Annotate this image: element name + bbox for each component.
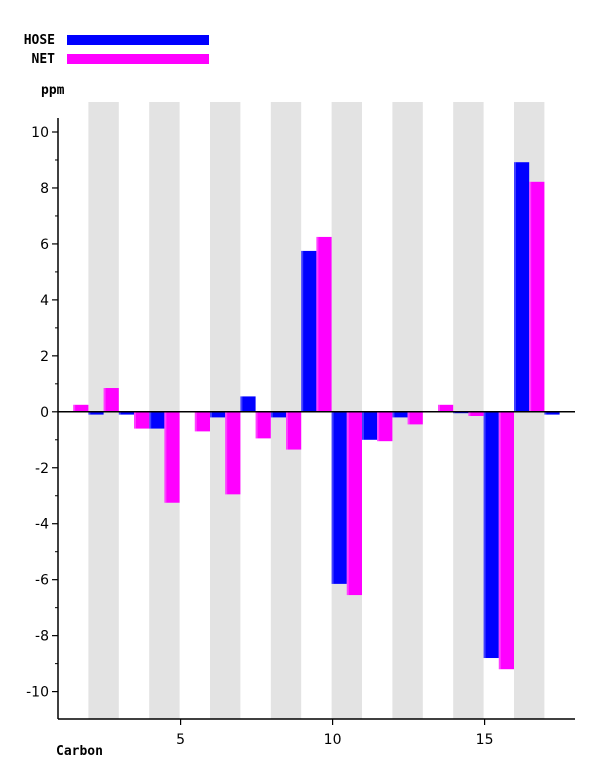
y-tick-label--6: -6 — [35, 573, 49, 589]
x-tick-label-5: 5 — [176, 732, 185, 748]
legend-swatch-net — [67, 54, 209, 64]
bar-hose-12 — [392, 411, 408, 418]
bar-shade-net-10 — [346, 411, 349, 596]
bar-hose-16 — [514, 162, 530, 412]
bar-hose-9 — [301, 250, 317, 412]
y-tick-label-6: 6 — [40, 237, 49, 253]
x-tick-label-10: 10 — [324, 732, 342, 748]
bar-net-10 — [346, 411, 362, 596]
bar-shade-net-12 — [407, 411, 410, 425]
bar-net-12 — [407, 411, 423, 425]
bar-shade-net-9 — [316, 236, 319, 412]
y-tick-label-0: 0 — [40, 405, 49, 421]
bar-shade-hose-16 — [514, 162, 516, 412]
bar-shade-hose-11 — [362, 411, 364, 440]
bar-shade-hose-8 — [270, 411, 273, 418]
bar-net-9 — [316, 236, 332, 412]
bar-hose-10 — [331, 411, 347, 584]
bar-shade-net-15 — [498, 411, 501, 670]
bar-shade-net-11 — [377, 411, 380, 442]
bar-hose-15 — [483, 411, 499, 659]
y-tick-label--2: -2 — [35, 461, 49, 477]
bar-net-3 — [134, 411, 150, 429]
y-tick-label--4: -4 — [35, 517, 49, 533]
background-band — [453, 102, 484, 719]
bar-shade-net-6 — [225, 411, 228, 495]
bar-net-2 — [103, 388, 119, 412]
bar-shade-hose-9 — [301, 250, 304, 412]
bar-shade-net-14 — [468, 411, 471, 416]
bar-shade-net-2 — [103, 388, 106, 412]
bar-shade-hose-4 — [149, 411, 152, 429]
bar-shade-net-7 — [255, 411, 258, 439]
bar-net-7 — [255, 411, 271, 439]
bar-net-15 — [498, 411, 514, 670]
legend-label-net: NET — [31, 52, 55, 67]
bar-net-5 — [194, 411, 210, 432]
bar-shade-net-8 — [286, 411, 288, 450]
background-band — [149, 102, 180, 719]
x-tick-label-15: 15 — [476, 732, 494, 748]
bar-shade-net-1 — [73, 404, 76, 412]
bar-net-13 — [438, 404, 454, 412]
background-band — [331, 102, 362, 719]
bar-shade-hose-2 — [88, 411, 91, 415]
y-tick-label-2: 2 — [40, 349, 49, 365]
bar-shade-net-16 — [529, 181, 532, 412]
y-tick-label--8: -8 — [35, 629, 49, 645]
bar-net-11 — [377, 411, 393, 442]
bar-shade-net-3 — [134, 411, 136, 429]
legend-swatch-hose — [67, 35, 209, 45]
y-axis-title: ppm — [41, 83, 65, 98]
bar-shade-net-13 — [438, 404, 440, 412]
background-band — [270, 102, 302, 719]
bar-net-16 — [529, 181, 545, 412]
y-tick-label-4: 4 — [40, 293, 49, 309]
bar-shade-hose-7 — [240, 396, 243, 412]
bar-net-6 — [225, 411, 241, 495]
bar-shade-net-5 — [194, 411, 197, 432]
bar-shade-hose-17 — [544, 411, 547, 415]
background-band — [392, 102, 423, 719]
bar-hose-6 — [210, 411, 226, 418]
x-axis-title: Carbon — [56, 744, 103, 759]
bar-hose-7 — [240, 396, 256, 412]
y-tick-label-8: 8 — [40, 181, 49, 197]
y-tick-label-10: 10 — [31, 125, 49, 141]
legend-label-hose: HOSE — [23, 33, 55, 48]
bar-hose-8 — [270, 411, 286, 418]
bar-shade-hose-15 — [483, 411, 486, 659]
y-tick-label--10: -10 — [26, 685, 49, 701]
bar-hose-4 — [149, 411, 165, 429]
bar-hose-17 — [544, 411, 560, 415]
bar-net-14 — [468, 411, 484, 416]
background-band — [210, 102, 241, 719]
bar-shade-net-4 — [164, 411, 167, 503]
bar-hose-2 — [88, 411, 104, 415]
bar-net-8 — [286, 411, 302, 450]
bar-shade-hose-6 — [210, 411, 212, 418]
bar-hose-3 — [118, 411, 134, 415]
bar-hose-11 — [362, 411, 378, 440]
bar-net-4 — [164, 411, 180, 503]
bar-net-1 — [73, 404, 89, 412]
bar-shade-hose-10 — [331, 411, 334, 584]
bar-shade-hose-12 — [392, 411, 395, 418]
bar-shade-hose-3 — [118, 411, 121, 415]
